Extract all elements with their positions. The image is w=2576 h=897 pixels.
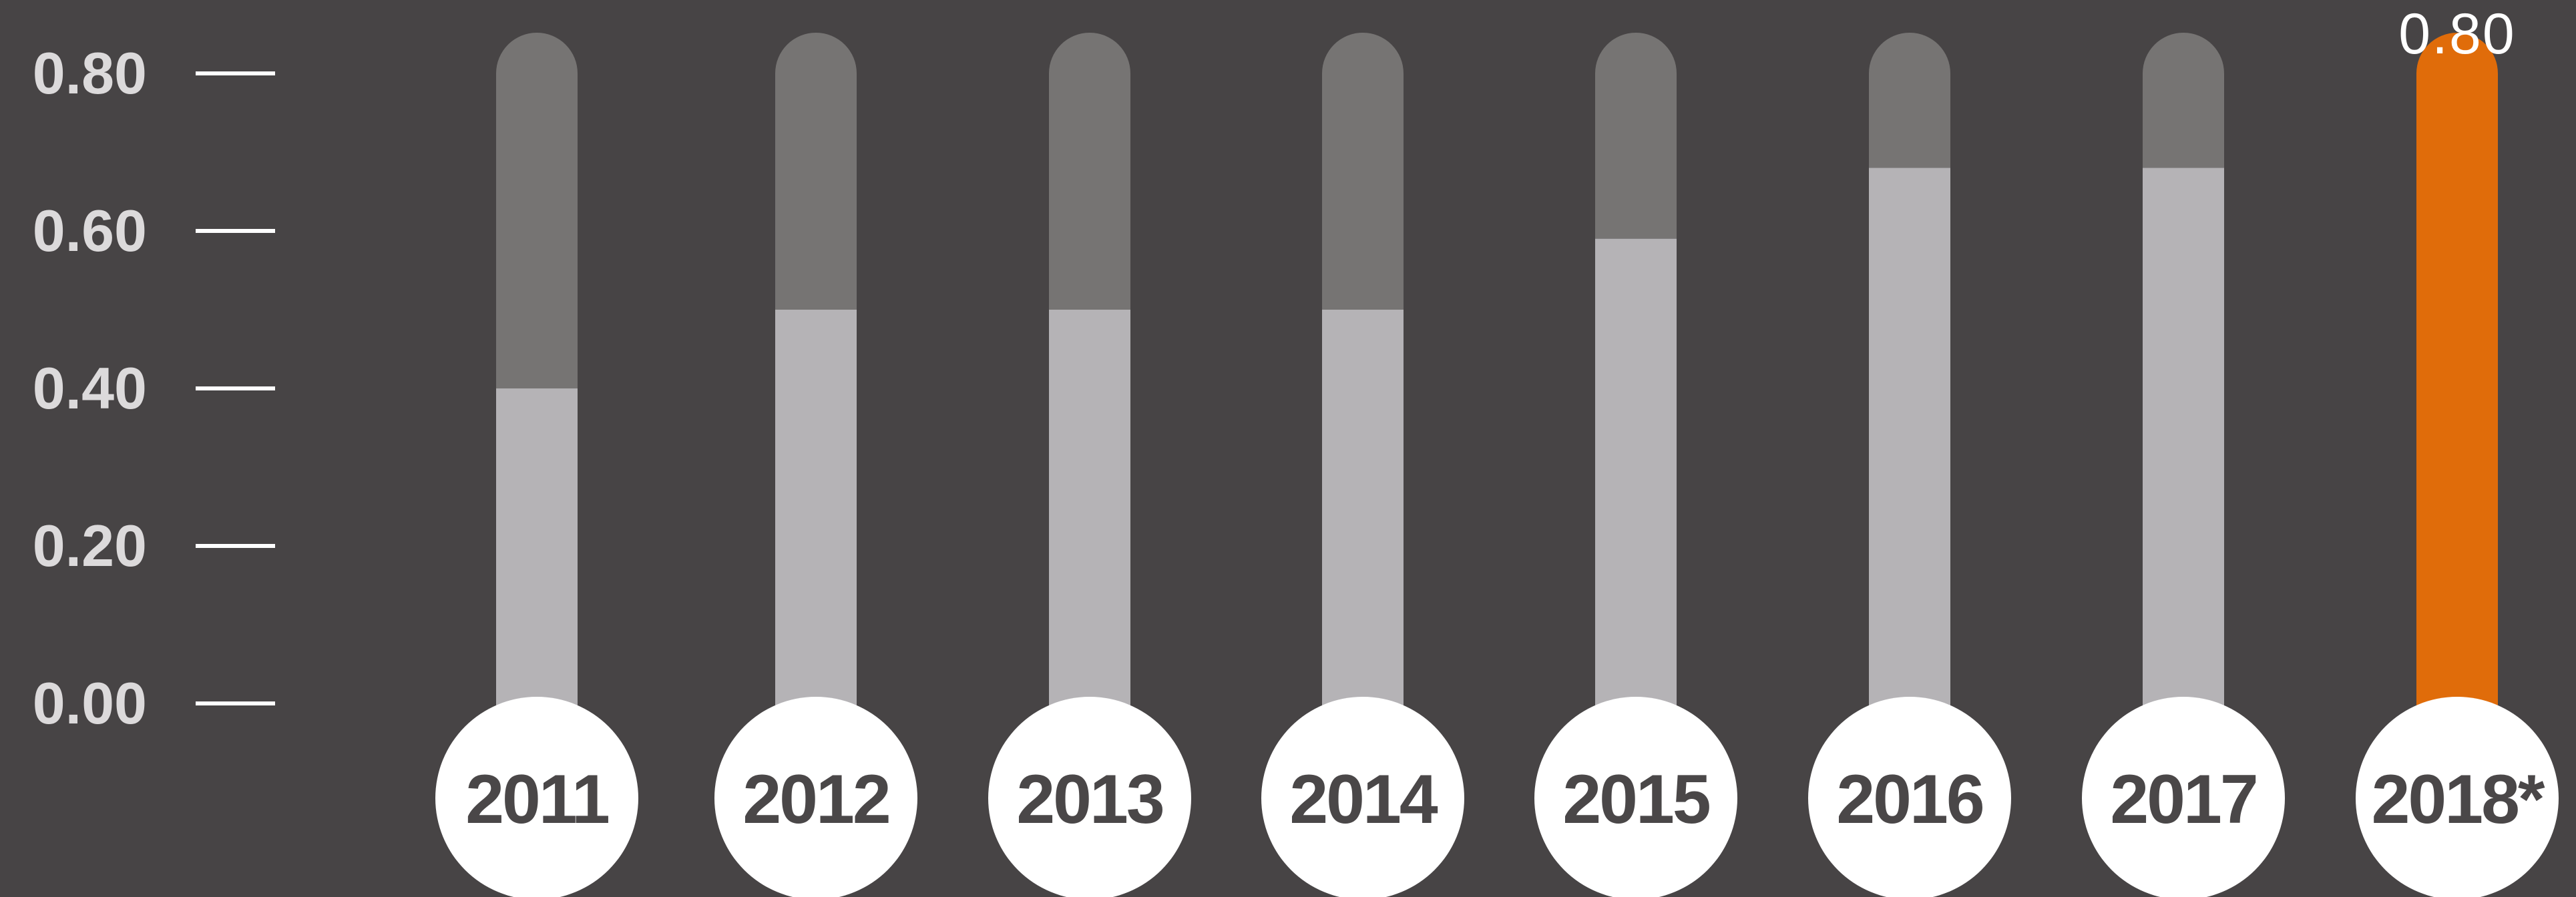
bar-fill [1049,310,1130,730]
bar-2013 [1049,33,1130,730]
year-badge-circle [1534,697,1737,897]
bar-fill [1595,238,1677,730]
year-label: 2014 [1289,761,1438,838]
year-badge: 2013 [988,697,1191,897]
bar-2016 [1869,33,1950,731]
year-badge-circle [435,697,638,897]
year-badge-circle [2356,697,2559,897]
bar-fill [775,310,857,730]
bar-2018* [2416,33,2498,730]
y-tick-label: 0.60 [33,198,147,264]
bar-2012 [775,33,857,730]
bar-2015 [1595,33,1677,730]
bar-fill [2143,168,2224,731]
bars [496,33,2498,731]
y-tick-label: 0.80 [33,40,147,106]
year-label: 2013 [1016,761,1163,838]
year-badge: 2016 [1808,697,2011,897]
year-badge: 2014 [1261,697,1464,897]
year-badge-circle [714,697,917,897]
year-label: 2015 [1562,761,1709,838]
year-label: 2018* [2372,761,2545,838]
bar-fill [496,388,578,730]
value-labels: 0.80 [2398,2,2515,66]
year-label: 2011 [465,761,608,838]
y-tick-label: 0.20 [33,513,147,579]
year-badge-circle [1808,697,2011,897]
year-badge: 2015 [1534,697,1737,897]
year-badge-circle [1261,697,1464,897]
year-badge-circle [988,697,1191,897]
bar-2017 [2143,33,2224,731]
y-tick-label: 0.00 [33,670,147,736]
year-badges: 2011 2012 2013 2014 2015 2016 2017 2018* [435,697,2559,897]
year-badge: 2011 [435,697,638,897]
data-label: 0.80 [2398,2,2515,66]
bar-fill [1869,168,1950,731]
year-badge: 2012 [714,697,917,897]
y-axis: 0.00 0.20 0.40 0.60 0.80 [33,40,275,736]
bar-track-body [2416,73,2498,730]
year-label: 2012 [742,761,889,838]
year-label: 2017 [2110,761,2256,838]
bar-2014 [1322,33,1404,730]
y-tick-label: 0.40 [33,355,147,421]
bar-2011 [496,33,578,730]
bar-fill [1322,310,1404,730]
year-label: 2016 [1836,761,1983,838]
year-badge-circle [2082,697,2285,897]
year-badge: 2017 [2082,697,2285,897]
year-badge: 2018* [2356,697,2559,897]
